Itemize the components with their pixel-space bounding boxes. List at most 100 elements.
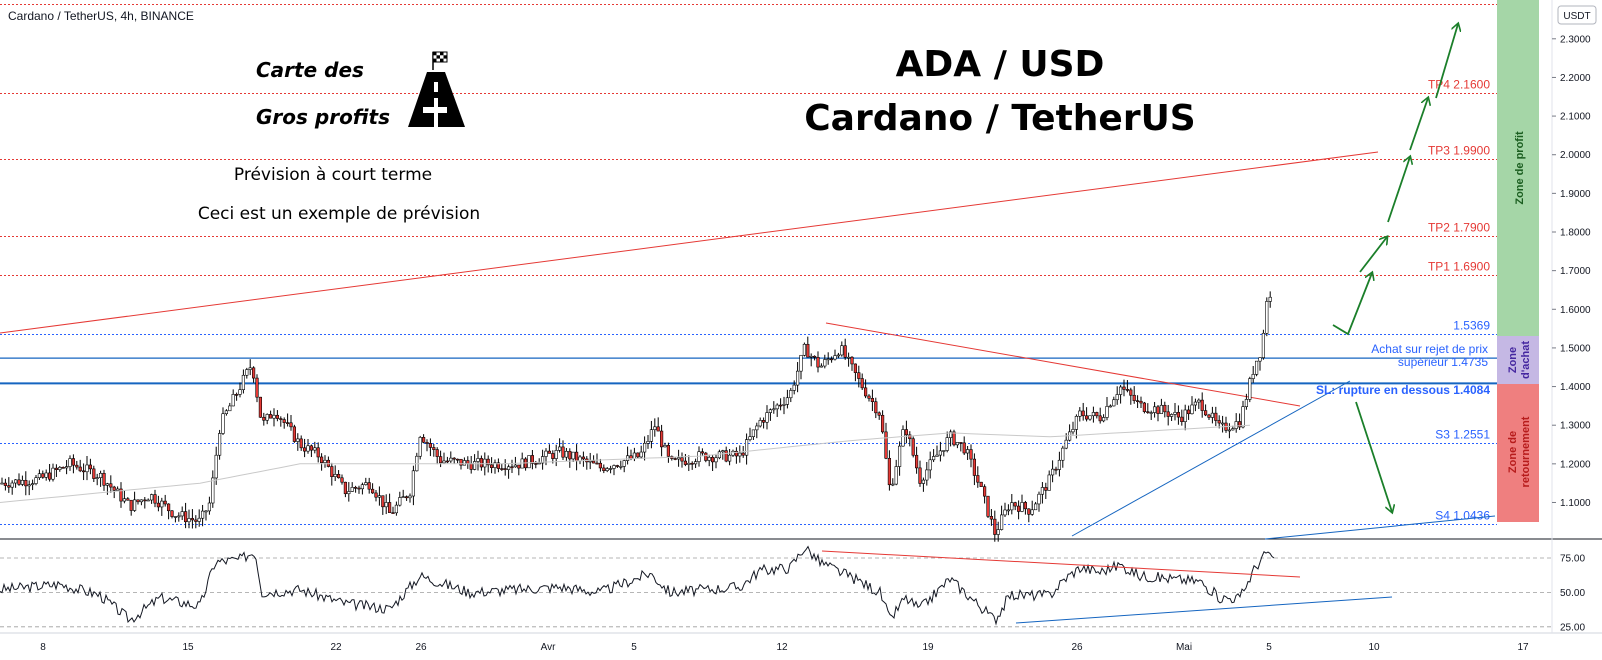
candle — [387, 493, 392, 513]
candle — [1020, 494, 1024, 513]
profit-zone-label: Zone de profit — [1514, 131, 1526, 205]
candle — [394, 501, 399, 516]
buy-zone-label-1: Zone — [1507, 347, 1519, 373]
candle — [347, 482, 351, 502]
candle — [421, 434, 426, 444]
descending-trendline[interactable] — [825, 322, 1301, 407]
candle — [1037, 491, 1041, 512]
candle — [765, 405, 769, 430]
price-tick: 2.2000 — [1560, 73, 1591, 84]
candle — [908, 431, 912, 447]
candle — [1105, 396, 1109, 421]
candle — [272, 408, 276, 427]
candle — [1095, 411, 1099, 419]
time-tick: 26 — [415, 642, 427, 653]
time-tick: 15 — [182, 642, 194, 653]
currency-badge[interactable] — [1557, 5, 1597, 25]
candle — [282, 417, 286, 429]
candle — [1170, 413, 1174, 422]
lower-support-trendline[interactable] — [1264, 515, 1496, 540]
candle — [809, 353, 813, 367]
candle — [792, 380, 796, 395]
candle — [129, 499, 133, 516]
candle — [1023, 500, 1027, 515]
candle — [897, 441, 902, 476]
candle — [180, 506, 184, 521]
level-label: 1.5369 — [1453, 319, 1490, 333]
ascending-trendline[interactable] — [1071, 380, 1351, 537]
candle — [884, 422, 888, 460]
candle — [309, 444, 314, 457]
level-label: TP2 1.7900 — [1428, 221, 1490, 235]
candle — [279, 416, 283, 427]
candle — [812, 355, 817, 361]
candle — [377, 486, 382, 506]
candle — [255, 374, 259, 403]
candle — [799, 354, 803, 380]
candle — [676, 449, 681, 467]
candle — [1112, 396, 1116, 407]
candle — [133, 491, 137, 512]
candle — [782, 396, 786, 415]
rsi-ascending-trendline[interactable] — [1015, 596, 1393, 624]
overlay-title-2: Cardano / TetherUS — [804, 98, 1195, 139]
candle — [167, 503, 171, 520]
candle — [248, 359, 252, 376]
candle — [54, 464, 58, 477]
candle — [622, 459, 626, 473]
candle — [761, 417, 766, 429]
candle — [27, 480, 31, 496]
candle — [75, 460, 79, 470]
arrow-to-tp2 — [1359, 237, 1387, 273]
candle — [914, 446, 919, 474]
price-tick: 1.9000 — [1560, 189, 1591, 200]
candle — [330, 462, 334, 486]
candle — [170, 510, 174, 519]
candle — [455, 458, 460, 464]
candle — [306, 438, 310, 454]
candle — [343, 481, 348, 498]
candle — [959, 442, 963, 452]
candle — [663, 442, 667, 448]
candle — [7, 477, 11, 493]
candle — [993, 510, 997, 542]
candle — [578, 454, 582, 465]
rsi-descending-trendline[interactable] — [821, 550, 1301, 578]
candle — [496, 458, 501, 473]
candle — [911, 436, 915, 458]
price-tick: 1.6000 — [1560, 305, 1591, 316]
candle — [700, 448, 704, 456]
candle — [880, 410, 885, 434]
price-tick: 1.3000 — [1560, 421, 1591, 432]
currency-label: USDT — [1563, 11, 1590, 22]
candle — [163, 494, 167, 507]
candle — [20, 475, 25, 487]
level-label: S3 1.2551 — [1435, 428, 1490, 442]
candle — [748, 427, 752, 442]
candle — [194, 515, 198, 529]
candle — [840, 341, 844, 357]
candle — [353, 485, 358, 493]
candle — [1234, 413, 1238, 433]
candle — [636, 452, 640, 459]
candle — [520, 452, 524, 469]
symbol-title: Cardano / TetherUS, 4h, BINANCE — [8, 9, 194, 23]
candle — [965, 445, 970, 460]
candle — [1129, 387, 1133, 405]
trendlines-layer — [0, 151, 1497, 540]
candle — [1248, 376, 1252, 403]
candle — [707, 454, 711, 467]
candle — [493, 459, 497, 474]
candle — [595, 453, 599, 465]
candle — [1238, 413, 1242, 431]
level-label: TP3 1.9900 — [1428, 144, 1490, 158]
candle — [105, 482, 109, 495]
candle — [449, 451, 453, 463]
candle — [160, 497, 164, 516]
candle — [887, 450, 891, 491]
candle — [598, 458, 602, 472]
candle — [547, 444, 551, 454]
long-trendline[interactable] — [0, 151, 1379, 334]
candle — [646, 434, 650, 449]
candle — [1193, 398, 1197, 412]
